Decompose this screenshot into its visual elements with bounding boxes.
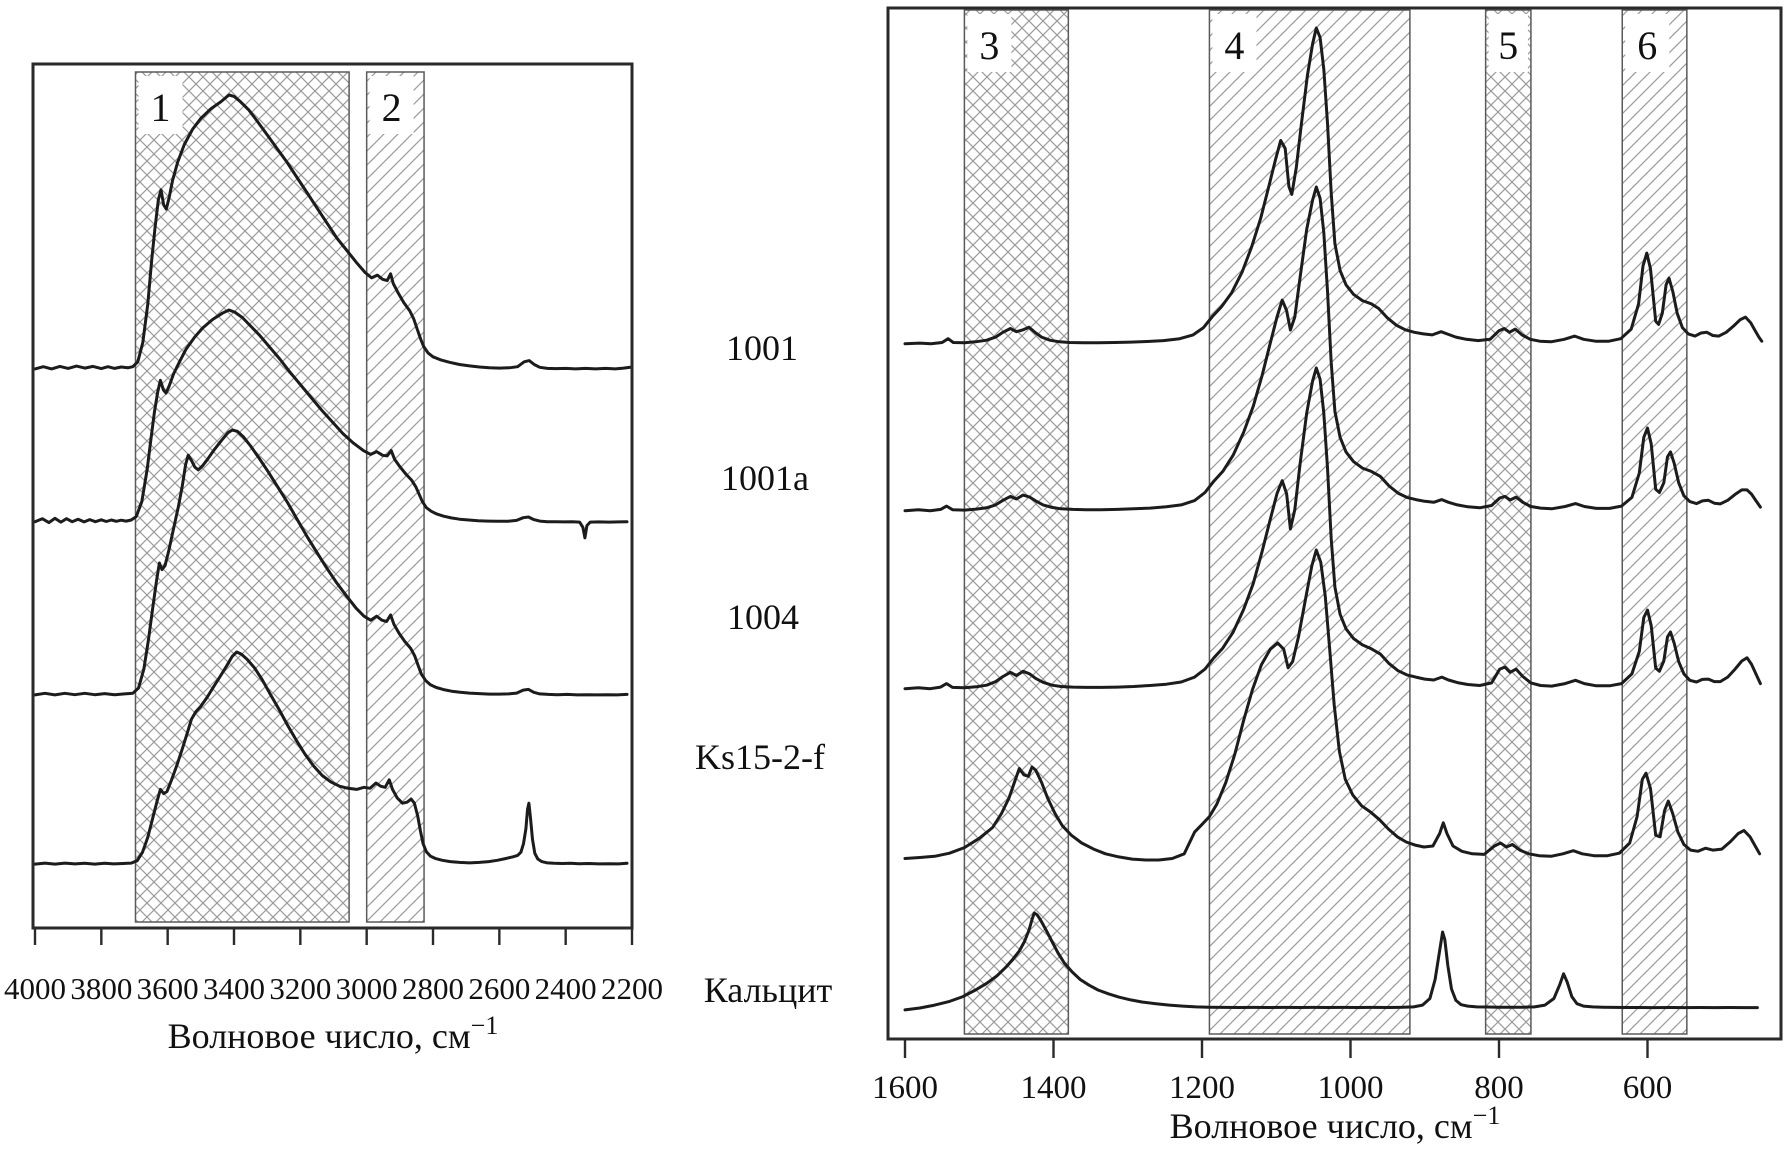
band-region-4 (1208, 9, 1411, 1035)
series-label-1001a: 1001a (721, 458, 809, 498)
x-tick-label-right-600: 600 (1623, 1070, 1673, 1106)
x-tick-label-right-1400: 1400 (1021, 1070, 1087, 1106)
x-tick-label-right-1000: 1000 (1318, 1070, 1384, 1106)
spectrum-curve-1001-left (33, 93, 632, 371)
spectrum-curve-Кальцит-right (903, 911, 1759, 1012)
x-axis-title-left: Волновое число, см−1 (168, 1011, 499, 1056)
band-label-box-6 (1625, 14, 1670, 72)
x-tick-label-right-1600: 1600 (872, 1070, 938, 1106)
spectrum-curve-Ks15-2-f-left (33, 650, 629, 866)
series-label-Кальцит: Кальцит (704, 970, 833, 1010)
spectrum-curve-1001a-left (33, 308, 629, 540)
x-tick-label-left-3400: 3400 (203, 971, 265, 1006)
right-panel-frame (886, 6, 1783, 1041)
right-panel: 3 4 5 6 1600 1400 1200 1000 800 600 Волновое число… (872, 6, 1783, 1146)
x-axis-title-right: Волновое число, см−1 (1170, 1101, 1501, 1146)
band-label-box-3 (967, 14, 1012, 72)
series-label-1004: 1004 (727, 597, 799, 637)
band-label-box-1 (138, 76, 183, 134)
band-label-box-5 (1488, 14, 1528, 72)
x-tick-label-right-800: 800 (1474, 1070, 1524, 1106)
band-label-1: 1 (150, 85, 170, 130)
x-tick-label-left-2200: 2200 (601, 971, 663, 1006)
band-label-2: 2 (382, 85, 402, 130)
band-label-4: 4 (1224, 23, 1244, 68)
band-region-3 (963, 9, 1070, 1035)
band-label-6: 6 (1637, 23, 1657, 68)
spectrum-curve-1001a-right (903, 185, 1762, 513)
spectrum-curve-1004-right (903, 366, 1762, 691)
x-tick-label-left-3800: 3800 (70, 971, 132, 1006)
spectrum-curve-1001-right (903, 26, 1764, 346)
x-tick-label-left-3200: 3200 (269, 971, 331, 1006)
band-label-3: 3 (979, 23, 999, 68)
series-label-1001: 1001 (726, 328, 798, 368)
x-tick-label-left-3600: 3600 (137, 971, 199, 1006)
spectrum-curve-Ks15-2-f-right (903, 548, 1762, 862)
band-label-box-2 (369, 76, 414, 134)
x-tick-label-left-2800: 2800 (402, 971, 464, 1006)
spectrum-curve-1004-left (33, 428, 629, 697)
band-label-box-4 (1212, 14, 1257, 72)
x-tick-label-left-2400: 2400 (535, 971, 597, 1006)
left-panel-frame (31, 62, 634, 930)
series-label-Ks15-2-f: Ks15-2-f (695, 737, 825, 777)
x-tick-label-left-2600: 2600 (468, 971, 530, 1006)
x-tick-label-left-4000: 4000 (4, 971, 66, 1006)
band-region-2 (365, 71, 425, 923)
band-region-6 (1621, 9, 1688, 1035)
x-tick-label-left-3000: 3000 (336, 971, 398, 1006)
x-tick-label-right-1200: 1200 (1169, 1070, 1235, 1106)
band-label-5: 5 (1498, 23, 1518, 68)
band-region-5 (1484, 9, 1532, 1035)
left-panel: 1 2 4000 3800 3600 3400 3200 3000 2800 2600 2400 22… (4, 62, 663, 1056)
